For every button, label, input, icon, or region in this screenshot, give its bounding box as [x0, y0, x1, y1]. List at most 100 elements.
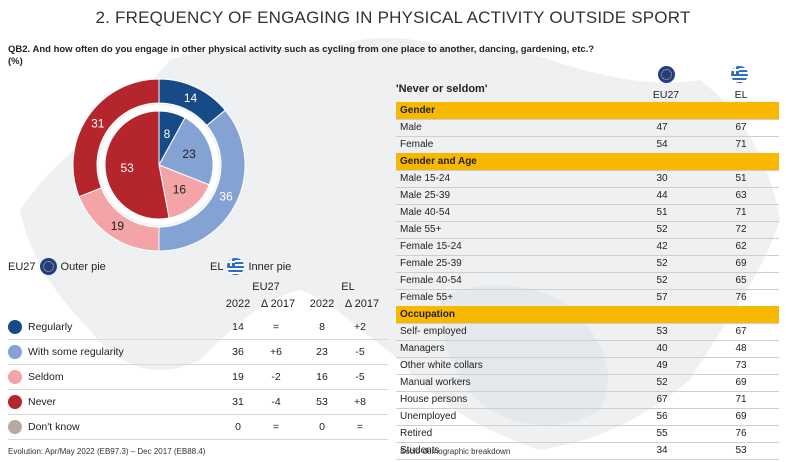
el-value: 23 [316, 346, 328, 358]
eu-flag-icon [39, 258, 57, 275]
footer-breakdown: Socio-demographic breakdown [400, 447, 511, 456]
outer-slice-label: 19 [111, 219, 125, 233]
table-row: Female 54 71 [396, 136, 779, 154]
eu27-value: 55 [656, 428, 668, 439]
el-value: 48 [735, 343, 747, 354]
el-value: 71 [735, 207, 747, 218]
legend-label: Seldom [28, 371, 64, 383]
eu27-value: 49 [656, 360, 668, 371]
table-row: Retired 55 76 [396, 425, 779, 443]
table-row: Other white collars 49 73 [396, 357, 779, 375]
el-value: 73 [735, 360, 747, 371]
legend-row: Don't know 0 = 0 = [8, 415, 388, 440]
table-row: Managers 40 48 [396, 340, 779, 358]
legend-dot [8, 370, 22, 384]
el-value: 53 [316, 396, 328, 408]
legend-dot [8, 320, 22, 334]
el-value: 16 [316, 371, 328, 383]
el-value: 69 [735, 258, 747, 269]
eu27-value: 42 [656, 241, 668, 252]
el-value: 76 [735, 428, 747, 439]
row-label: Retired [400, 428, 433, 439]
el-value: 69 [735, 411, 747, 422]
el-delta: = [356, 421, 364, 433]
eu-delta: = [272, 421, 280, 433]
eu27-value: 54 [656, 139, 668, 150]
eu27-value: 52 [656, 224, 668, 235]
eu-year-header: 2022 [225, 298, 251, 310]
eu27-value: 44 [656, 190, 668, 201]
el-year-header: 2022 [309, 298, 335, 310]
row-label: Gender and Age [400, 156, 477, 167]
table-row: Male 47 67 [396, 119, 779, 137]
el-delta: +8 [354, 396, 366, 408]
right-col-eu27: EU27 [652, 89, 680, 101]
table-row: House persons 67 71 [396, 391, 779, 409]
table-row: Female 25-39 52 69 [396, 255, 779, 273]
inner-slice-seldom [158, 164, 210, 219]
el-value: 71 [735, 394, 747, 405]
eu-value: 31 [232, 396, 244, 408]
row-label: Occupation [400, 309, 456, 320]
el-value: 67 [735, 326, 747, 337]
eu27-value: 34 [656, 445, 668, 456]
row-label: Students [400, 445, 440, 456]
legend-label: With some regularity [28, 346, 124, 358]
row-label: Male 25-39 [400, 190, 451, 201]
table-row: Male 55+ 52 72 [396, 221, 779, 239]
outer-slice-label: 36 [219, 190, 233, 204]
table-row: Female 55+ 57 76 [396, 289, 779, 307]
eu27-value: 47 [656, 122, 668, 133]
eu27-value: 57 [656, 292, 668, 303]
inner-slice-with-some-regularity [158, 117, 214, 186]
pie-legend-eu: EU27 Outer pie [8, 258, 106, 275]
el-value: 53 [735, 445, 747, 456]
eu-delta: +6 [270, 346, 282, 358]
eu27-value: 51 [656, 207, 668, 218]
pie-legend-el: EL Inner pie [210, 258, 291, 275]
row-label: Unemployed [400, 411, 457, 422]
legend-row: Never 31 -4 53 +8 [8, 390, 388, 415]
eu-delta: -2 [271, 371, 281, 383]
row-label: Female 25-39 [400, 258, 462, 269]
row-label: Gender [400, 105, 436, 116]
row-label: Female 55+ [400, 292, 454, 303]
outer-slice-label: 31 [91, 116, 105, 130]
el-delta: -5 [355, 346, 365, 358]
legend-dot [8, 395, 22, 409]
pie-legend-el-label: EL [210, 260, 224, 273]
legend-dot [8, 345, 22, 359]
legend-row: Seldom 19 -2 16 -5 [8, 365, 388, 390]
table-row: Self- employed 53 67 [396, 323, 779, 341]
el-value: 71 [735, 139, 747, 150]
el-delta-header: Δ 2017 [344, 298, 380, 310]
eu-value: 14 [232, 321, 244, 333]
inner-slice-label: 23 [182, 147, 196, 161]
eu27-value: 52 [656, 258, 668, 269]
right-col-el: EL [734, 89, 748, 101]
donut-chart: 14 36 19 31 8 23 16 53 [72, 78, 246, 252]
eu27-value: 56 [656, 411, 668, 422]
inner-slice-label: 8 [164, 127, 171, 141]
table-row: Female 40-54 52 65 [396, 272, 779, 290]
el-value: 72 [735, 224, 747, 235]
eu-delta: = [272, 321, 280, 333]
eu27-value: 52 [656, 377, 668, 388]
el-value: 69 [735, 377, 747, 388]
pie-legend-el-text: Inner pie [248, 260, 292, 273]
eu27-value: 30 [656, 173, 668, 184]
legend-dot [8, 420, 22, 434]
eu-delta-header: Δ 2017 [260, 298, 296, 310]
question-text: QB2. And how often do you engage in othe… [8, 44, 648, 68]
row-label: Managers [400, 343, 445, 354]
el-value: 51 [735, 173, 747, 184]
legend-label: Regularly [28, 321, 73, 333]
el-delta: -5 [355, 371, 365, 383]
inner-slice-label: 53 [120, 161, 134, 175]
outer-slice-label: 14 [184, 91, 198, 105]
eu27-value: 40 [656, 343, 668, 354]
table-row: Male 25-39 44 63 [396, 187, 779, 205]
table-row: Unemployed 56 69 [396, 408, 779, 426]
eu-delta: -4 [271, 396, 281, 408]
el-value: 62 [735, 241, 747, 252]
